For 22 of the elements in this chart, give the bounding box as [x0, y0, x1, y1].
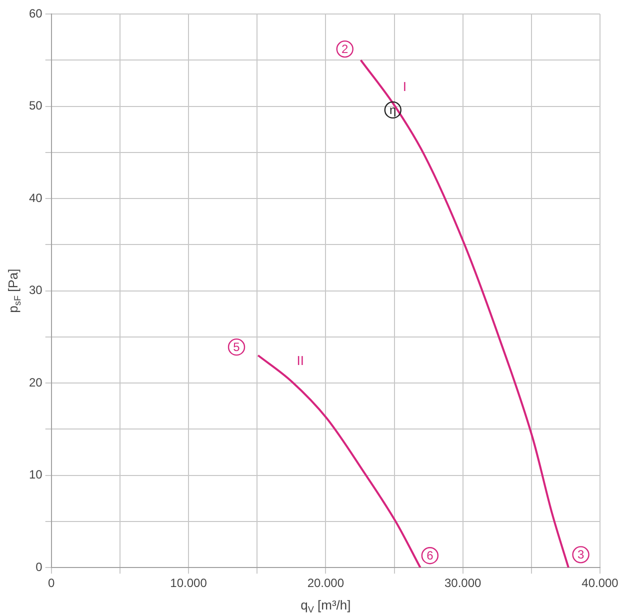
y-axis-title: psF [Pa]	[6, 268, 22, 313]
y-tick-label: 0	[36, 560, 43, 574]
y-tick-label: 60	[28, 6, 43, 20]
annotation: 3	[577, 547, 584, 562]
annotation: 5	[233, 340, 240, 354]
y-tick-label: 20	[28, 375, 43, 390]
x-tick-label: 0	[48, 576, 56, 590]
annotation: η	[390, 102, 396, 117]
annotation: 2	[342, 42, 349, 56]
x-tick-label: 20.000	[307, 576, 344, 590]
y-tick-label: 50	[28, 98, 43, 113]
series-label: II	[296, 352, 304, 368]
y-tick-label: 30	[28, 283, 43, 298]
series-label: I	[402, 78, 406, 94]
annotation: 6	[426, 548, 434, 562]
x-tick-label: 10.000	[170, 576, 208, 590]
y-tick-label: 10	[28, 468, 43, 482]
line-series	[257, 354, 422, 568]
y-tick-label: 40	[28, 190, 43, 205]
x-tick-label: 40.000	[582, 576, 619, 590]
x-tick-label: 30.000	[444, 576, 482, 590]
line-series	[360, 59, 570, 568]
